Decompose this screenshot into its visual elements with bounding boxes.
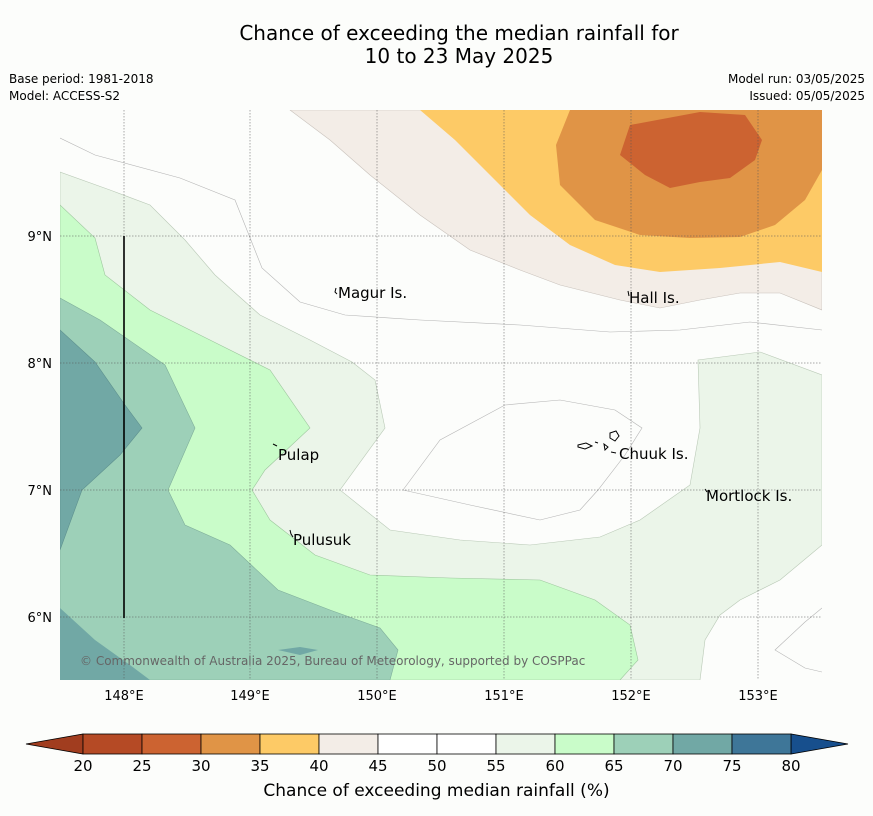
meta-right: Model run: 03/05/2025 Issued: 05/05/2025 bbox=[728, 71, 865, 105]
place-label: Pulusuk bbox=[293, 531, 351, 549]
colorbar-swatch bbox=[377, 733, 438, 755]
meta-left: Base period: 1981-2018 Model: ACCESS-S2 bbox=[9, 71, 154, 105]
place-label: Hall Is. bbox=[629, 289, 680, 307]
colorbar-tick: 30 bbox=[191, 757, 210, 775]
lat-tick: 6°N bbox=[28, 611, 53, 626]
model-name: Model: ACCESS-S2 bbox=[9, 89, 121, 103]
contour-line-north bbox=[60, 137, 822, 333]
colorbar-swatch bbox=[141, 733, 202, 755]
lat-tick: 9°N bbox=[28, 230, 53, 245]
colorbar-tick: 65 bbox=[604, 757, 623, 775]
lon-tick: 150°E bbox=[357, 689, 397, 704]
colorbar-swatch bbox=[259, 733, 320, 755]
colorbar-tick: 20 bbox=[73, 757, 92, 775]
colorbar-tick: 45 bbox=[368, 757, 387, 775]
small-patch bbox=[278, 647, 318, 655]
island-outlines bbox=[272, 287, 708, 538]
base-period: Base period: 1981-2018 bbox=[9, 72, 154, 86]
colorbar-tick: 40 bbox=[309, 757, 328, 775]
contour-line-se bbox=[774, 607, 822, 673]
place-label: Mortlock Is. bbox=[706, 487, 792, 505]
colorbar-label: Chance of exceeding median rainfall (%) bbox=[263, 781, 610, 801]
colorbar-tick: 35 bbox=[250, 757, 269, 775]
colorbar-tick: 70 bbox=[663, 757, 682, 775]
contour-70-75 bbox=[60, 329, 143, 551]
place-label: Chuuk Is. bbox=[619, 445, 688, 463]
contour-25-30 bbox=[620, 112, 762, 188]
lon-tick-labels: 148°E 149°E 150°E 151°E 152°E 153°E bbox=[104, 689, 778, 704]
lon-tick: 152°E bbox=[611, 689, 651, 704]
colorbar-tick: 50 bbox=[427, 757, 446, 775]
colorbar-tick: 80 bbox=[781, 757, 800, 775]
copyright-notice: © Commonwealth of Australia 2025, Bureau… bbox=[80, 654, 585, 668]
contour-line-central bbox=[402, 399, 643, 521]
colorbar-tick: 75 bbox=[722, 757, 741, 775]
colorbar-swatch bbox=[82, 733, 143, 755]
colorbar-tick: 60 bbox=[545, 757, 564, 775]
colorbar-swatch bbox=[672, 733, 733, 755]
model-run: Model run: 03/05/2025 bbox=[727, 72, 865, 86]
place-label: Magur Is. bbox=[338, 284, 407, 302]
contour-70-75-south bbox=[60, 608, 150, 680]
map-fill bbox=[60, 110, 822, 680]
colorbar-swatch bbox=[436, 733, 497, 755]
issued-date: Issued: 05/05/2025 bbox=[749, 89, 865, 103]
colorbar-tick: 25 bbox=[132, 757, 151, 775]
lon-tick: 149°E bbox=[230, 689, 270, 704]
colorbar-swatch bbox=[554, 733, 615, 755]
colorbar-swatch bbox=[318, 733, 379, 755]
lat-tick: 8°N bbox=[28, 357, 53, 372]
place-label: Pulap bbox=[278, 446, 319, 464]
colorbar: 20 25 30 35 40 45 50 55 60 65 70 75 80 bbox=[25, 733, 849, 775]
map-title: Chance of exceeding the median rainfall … bbox=[0, 22, 873, 68]
title-line-1: Chance of exceeding the median rainfall … bbox=[239, 21, 679, 45]
colorbar-tick: 55 bbox=[486, 757, 505, 775]
lon-tick: 148°E bbox=[104, 689, 144, 704]
colorbar-swatch bbox=[495, 733, 556, 755]
title-line-2: 10 to 23 May 2025 bbox=[364, 44, 554, 68]
colorbar-swatch bbox=[613, 733, 674, 755]
lon-tick: 151°E bbox=[484, 689, 524, 704]
graticule bbox=[60, 110, 822, 680]
lon-tick: 153°E bbox=[738, 689, 778, 704]
colorbar-high-extend bbox=[790, 733, 849, 755]
colorbar-low-extend bbox=[25, 733, 84, 755]
place-labels: Magur Is. Hall Is. Pulap Chuuk Is. Mortl… bbox=[278, 284, 792, 549]
lat-tick: 7°N bbox=[28, 484, 53, 499]
colorbar-swatch bbox=[200, 733, 261, 755]
colorbar-swatch bbox=[731, 733, 792, 755]
lat-tick-labels: 9°N 8°N 7°N 6°N bbox=[28, 230, 53, 626]
contour-65-70 bbox=[60, 297, 399, 680]
